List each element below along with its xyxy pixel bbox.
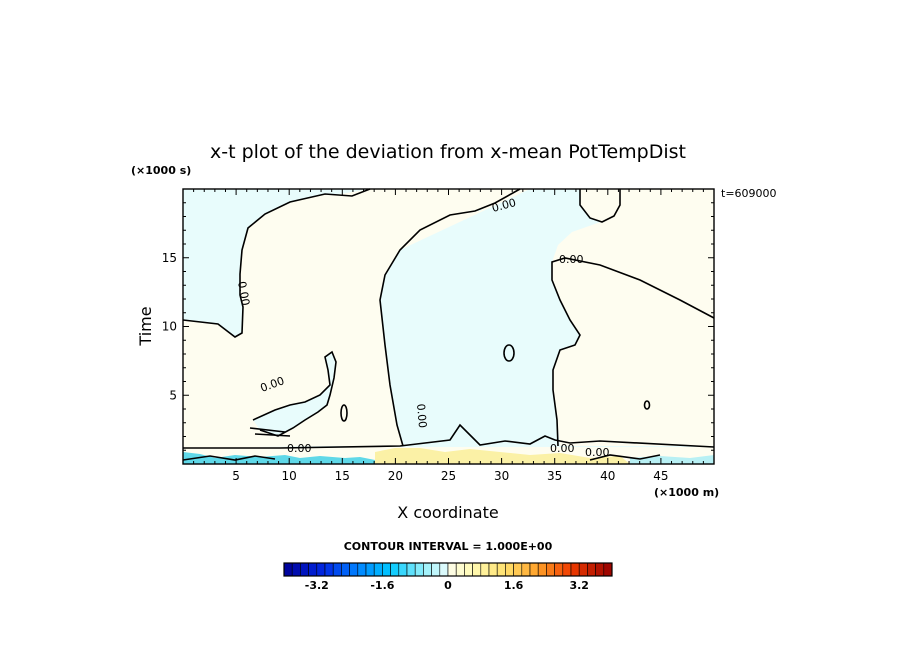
x-tick-label: 15 bbox=[335, 469, 350, 483]
colorbar-segment bbox=[341, 562, 350, 577]
colorbar-segment bbox=[464, 562, 473, 577]
colorbar-tick-label: 3.2 bbox=[569, 579, 589, 592]
contour-small-oval-right bbox=[643, 400, 651, 410]
colorbar-segment bbox=[537, 562, 547, 577]
colorbar-segment bbox=[570, 562, 580, 577]
x-tick-label: 20 bbox=[388, 469, 403, 483]
contour-small-oval-center bbox=[503, 344, 515, 362]
colorbar-segment bbox=[595, 562, 605, 577]
y-tick-label: 5 bbox=[169, 388, 177, 402]
colorbar-segment bbox=[291, 562, 301, 577]
contour-central-right bbox=[551, 257, 715, 447]
colorbar-segment bbox=[554, 562, 564, 577]
colorbar-segment bbox=[546, 562, 555, 577]
colorbar-segment bbox=[332, 562, 342, 577]
region-positive-far-right bbox=[552, 189, 714, 318]
colorbar-frame bbox=[283, 562, 613, 577]
colorbar-segment bbox=[283, 562, 293, 577]
region-positive-top-right bbox=[580, 189, 620, 222]
contour-left-upper bbox=[182, 188, 371, 338]
contour-label: 0.00 bbox=[559, 253, 584, 266]
colorbar-segment bbox=[390, 562, 400, 577]
contour-bottom-wiggle bbox=[182, 454, 661, 461]
x-tick-label: 30 bbox=[494, 469, 509, 483]
contour-labels: 0.00 0.00 0.00 0.00 0.00 0.00 0.00 0.00 bbox=[235, 196, 609, 459]
colorbar-segment bbox=[365, 562, 375, 577]
colorbar-tick-label: 1.6 bbox=[504, 579, 524, 592]
colorbar-tick-label: -3.2 bbox=[305, 579, 329, 592]
band-bottom-strong-positive bbox=[375, 448, 630, 464]
colorbar-segment bbox=[505, 562, 514, 577]
colorbar-segment bbox=[513, 562, 523, 577]
contour-small-oval-left bbox=[340, 404, 348, 422]
x-tick-label: 5 bbox=[232, 469, 240, 483]
colorbar-segment bbox=[578, 562, 588, 577]
y-axis: 5 10 15 bbox=[162, 202, 714, 451]
time-stamp: t=609000 bbox=[721, 187, 777, 200]
colorbar-segment bbox=[308, 562, 318, 577]
colorbar-segment bbox=[398, 562, 408, 577]
x-tick-label: 25 bbox=[441, 469, 456, 483]
colorbar-segment bbox=[423, 562, 432, 577]
contour-label: 0.00 bbox=[490, 196, 517, 215]
colorbar-segment bbox=[529, 562, 539, 577]
colorbar-tick-label: 0 bbox=[444, 579, 452, 592]
colorbar-segment bbox=[472, 562, 482, 577]
contour-label: 0.00 bbox=[585, 446, 610, 459]
colorbar-segment bbox=[316, 562, 326, 577]
colorbar-segment bbox=[406, 562, 416, 577]
colorbar-segment bbox=[447, 562, 457, 577]
y-tick-label: 10 bbox=[162, 320, 177, 334]
colorbar-segment bbox=[414, 562, 424, 577]
colorbar-segment bbox=[357, 562, 367, 577]
colorbar-ticks: -3.2 -1.6 0 1.6 3.2 bbox=[305, 579, 589, 592]
x-axis-label: X coordinate bbox=[397, 503, 498, 522]
plot-area: 0.00 0.00 0.00 0.00 0.00 0.00 0.00 0.00 bbox=[182, 188, 715, 465]
colorbar-segment bbox=[562, 562, 572, 577]
contour-bottom-band bbox=[183, 423, 715, 449]
contour-label: 0.00 bbox=[550, 442, 575, 455]
colorbar-segment bbox=[382, 562, 391, 577]
colorbar-segment bbox=[488, 562, 498, 577]
x-tick-label: 35 bbox=[547, 469, 562, 483]
x-tick-label: 45 bbox=[653, 469, 668, 483]
colorbar bbox=[283, 562, 613, 577]
colorbar-segment bbox=[439, 562, 449, 577]
contour-central-plume bbox=[379, 188, 521, 447]
colorbar-segment bbox=[431, 562, 441, 577]
contour-top-right bbox=[579, 189, 621, 223]
colorbar-segment bbox=[480, 562, 490, 577]
x-unit-label: (×1000 m) bbox=[654, 486, 719, 499]
contour-left-wisps bbox=[249, 427, 291, 437]
contour-bubble-left bbox=[252, 350, 337, 437]
contour-label: 0.00 bbox=[287, 442, 312, 455]
y-axis-label: Time bbox=[136, 306, 155, 346]
y-tick-label: 15 bbox=[162, 251, 177, 265]
contour-label: 0.00 bbox=[235, 280, 252, 306]
contour-label: 0.00 bbox=[414, 403, 429, 429]
x-tick-label: 40 bbox=[600, 469, 615, 483]
band-bottom-strong-negative bbox=[183, 452, 375, 464]
colorbar-segment bbox=[455, 562, 465, 577]
colorbar-segment bbox=[324, 562, 334, 577]
colorbar-segment bbox=[587, 562, 596, 577]
colorbar-tick-label: -1.6 bbox=[370, 579, 394, 592]
x-tick-label: 10 bbox=[282, 469, 297, 483]
region-positive-center bbox=[183, 189, 714, 446]
y-unit-label: (×1000 s) bbox=[131, 164, 191, 177]
colorbar-segment bbox=[603, 562, 613, 577]
contour-interval-text: CONTOUR INTERVAL = 1.000E+00 bbox=[344, 540, 553, 553]
region-negative-bubble-left bbox=[253, 352, 336, 436]
x-axis: 5 10 15 20 25 30 35 40 45 bbox=[193, 189, 704, 483]
colorbar-segment bbox=[521, 562, 531, 577]
colorbar-segment bbox=[373, 562, 383, 577]
contour-lines bbox=[182, 188, 715, 461]
colorbar-segment bbox=[300, 562, 309, 577]
colorbar-segment bbox=[349, 562, 359, 577]
colorbar-segment bbox=[496, 562, 506, 577]
chart-title: x-t plot of the deviation from x-mean Po… bbox=[210, 141, 686, 163]
